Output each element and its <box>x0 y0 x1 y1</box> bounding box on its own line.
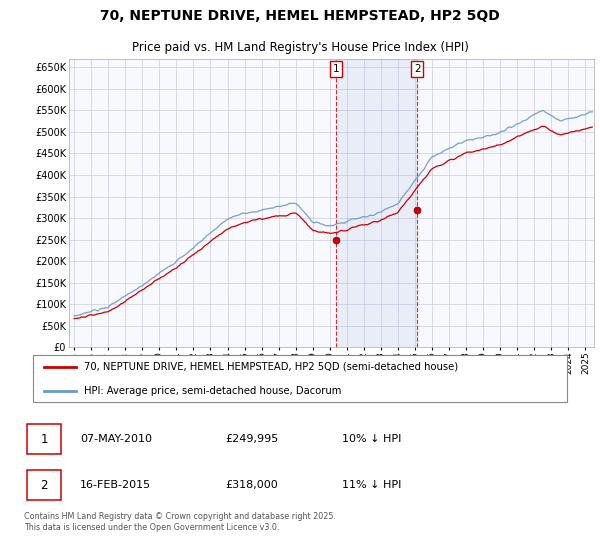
FancyBboxPatch shape <box>33 355 568 402</box>
Text: 11% ↓ HPI: 11% ↓ HPI <box>342 480 401 490</box>
Text: 1: 1 <box>332 64 339 74</box>
Bar <box>336 59 417 347</box>
Text: HPI: Average price, semi-detached house, Dacorum: HPI: Average price, semi-detached house,… <box>84 386 341 396</box>
Text: Price paid vs. HM Land Registry's House Price Index (HPI): Price paid vs. HM Land Registry's House … <box>131 40 469 54</box>
Text: £249,995: £249,995 <box>225 434 278 444</box>
Text: 1: 1 <box>40 432 48 446</box>
Text: 10% ↓ HPI: 10% ↓ HPI <box>342 434 401 444</box>
Text: 70, NEPTUNE DRIVE, HEMEL HEMPSTEAD, HP2 5QD (semi-detached house): 70, NEPTUNE DRIVE, HEMEL HEMPSTEAD, HP2 … <box>84 362 458 372</box>
Text: 16-FEB-2015: 16-FEB-2015 <box>80 480 151 490</box>
Text: 70, NEPTUNE DRIVE, HEMEL HEMPSTEAD, HP2 5QD: 70, NEPTUNE DRIVE, HEMEL HEMPSTEAD, HP2 … <box>100 10 500 24</box>
Text: 2: 2 <box>414 64 421 74</box>
Text: 07-MAY-2010: 07-MAY-2010 <box>80 434 152 444</box>
Text: 2: 2 <box>40 479 48 492</box>
Text: £318,000: £318,000 <box>225 480 278 490</box>
FancyBboxPatch shape <box>27 424 61 454</box>
FancyBboxPatch shape <box>27 470 61 500</box>
Text: Contains HM Land Registry data © Crown copyright and database right 2025.
This d: Contains HM Land Registry data © Crown c… <box>24 512 336 532</box>
